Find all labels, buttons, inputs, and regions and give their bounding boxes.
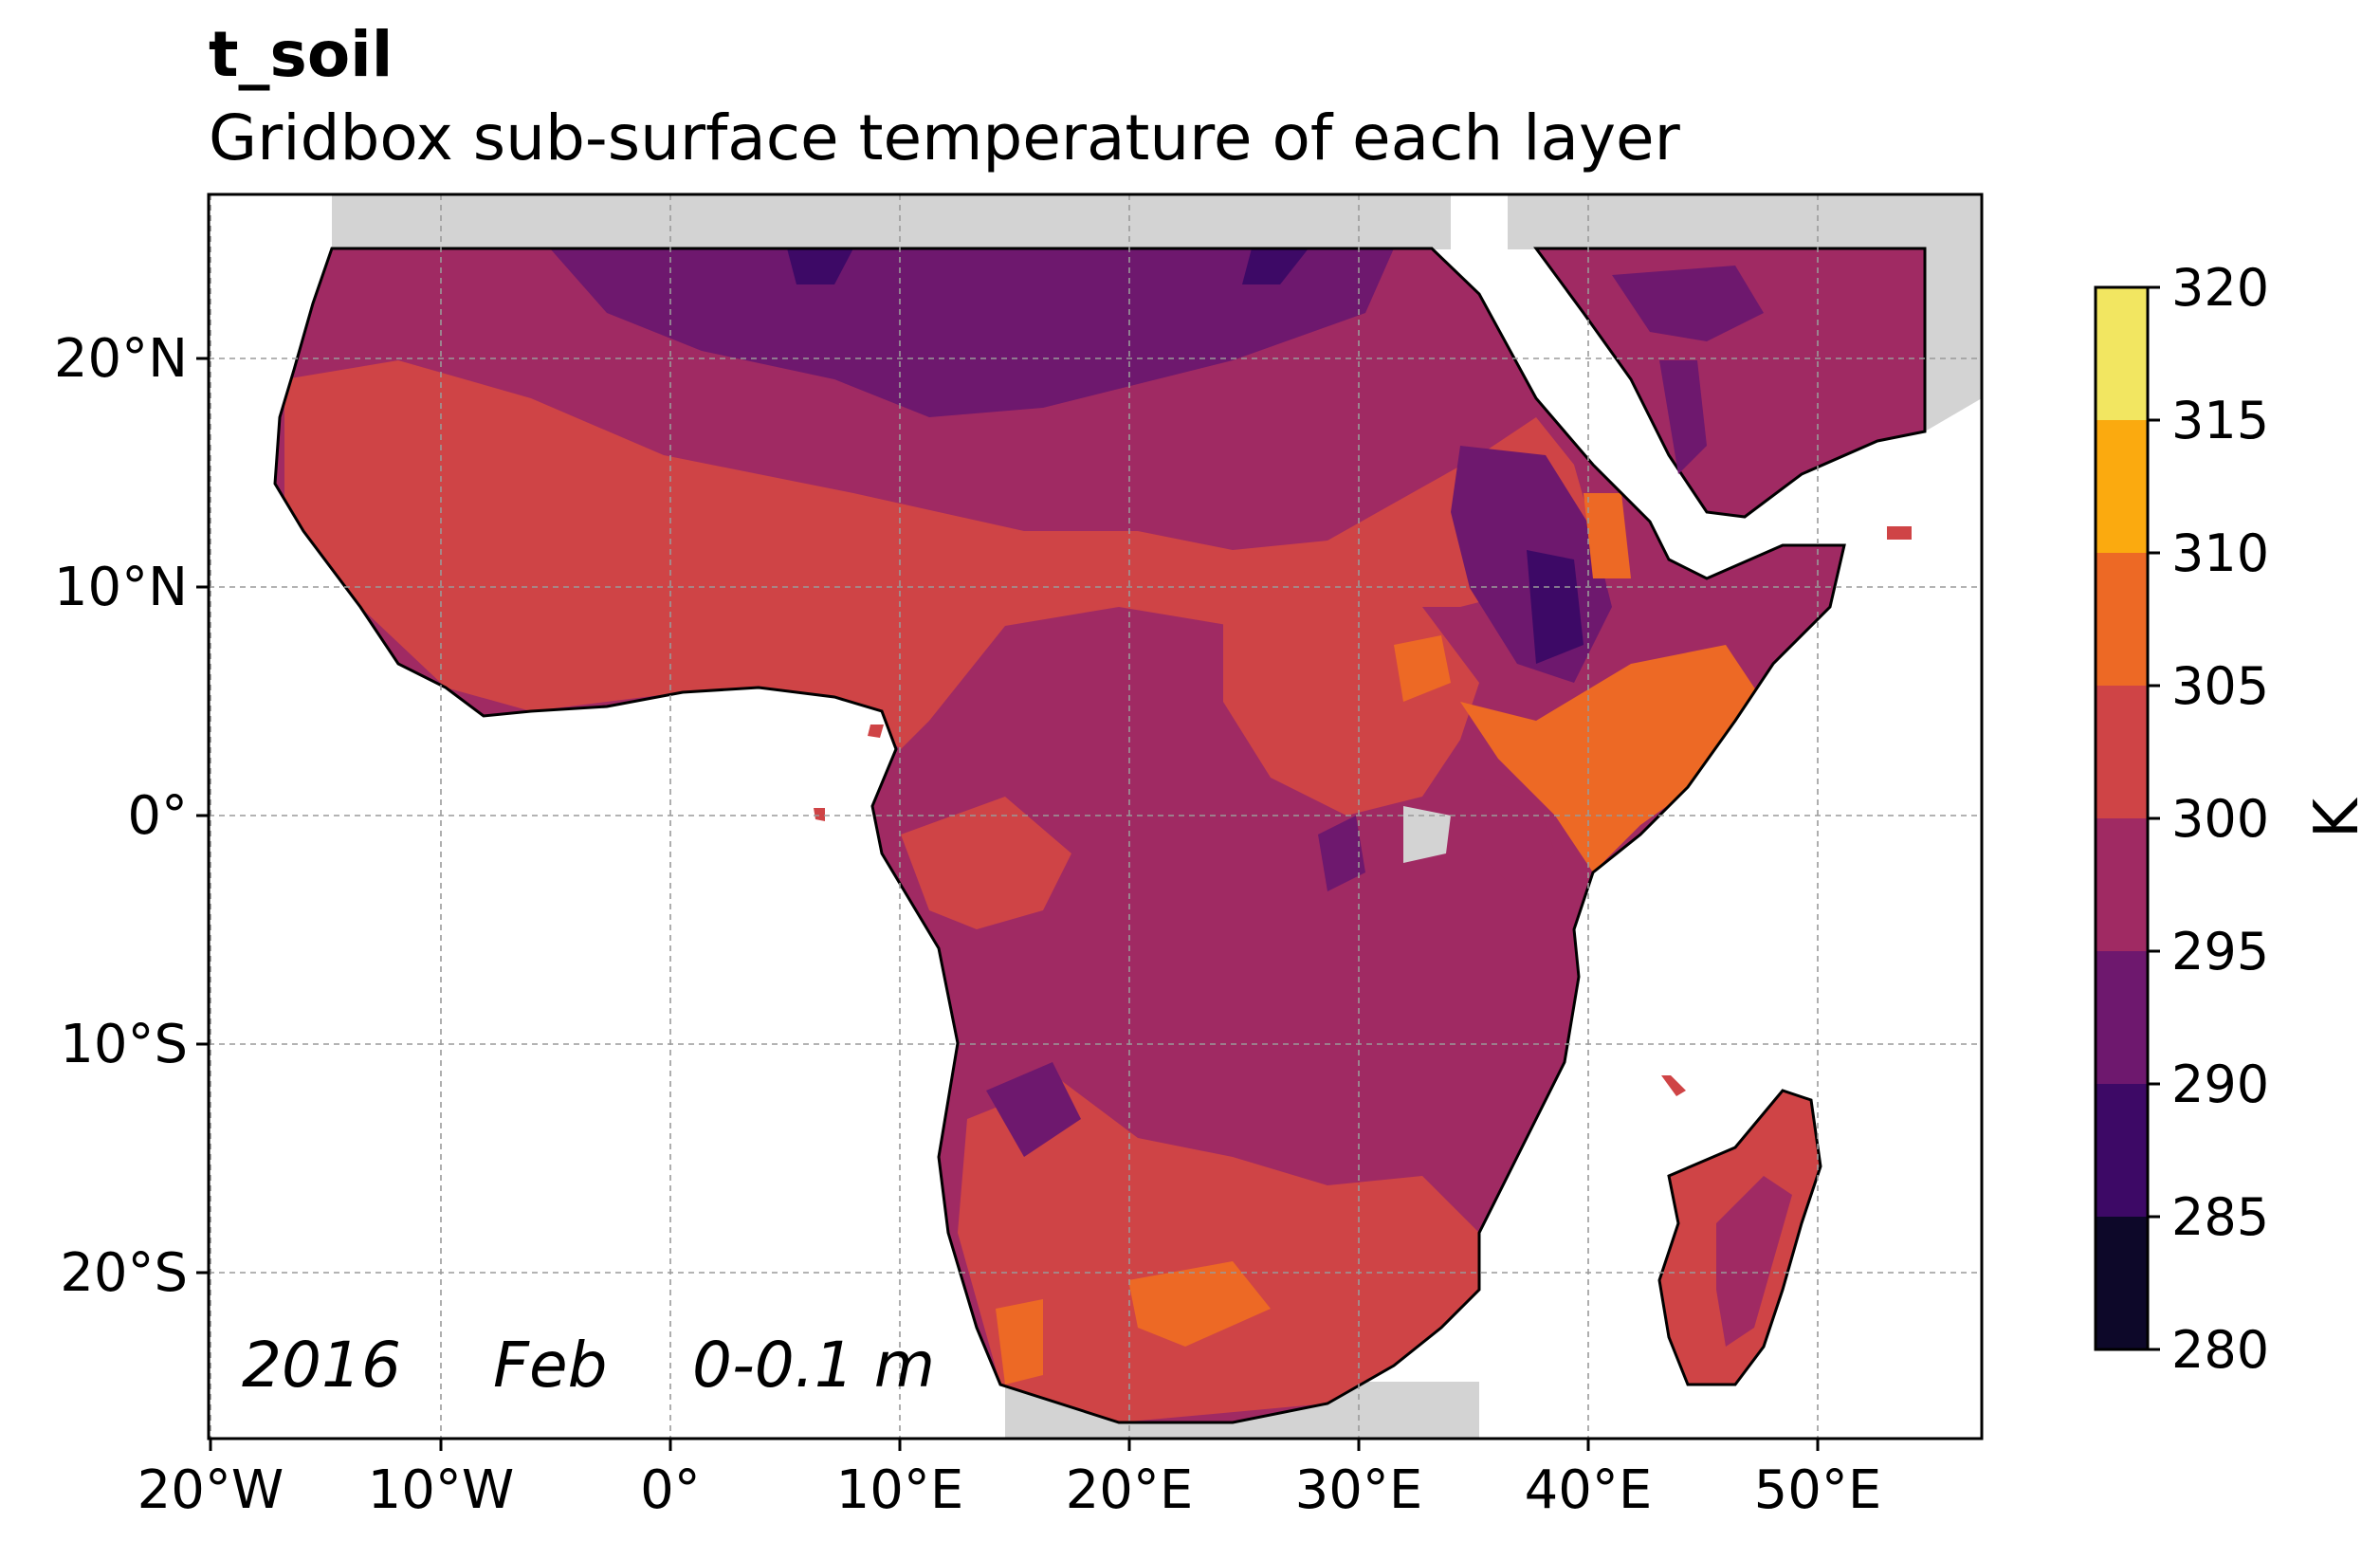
colorbar-level-310-315 [2096, 420, 2148, 553]
colorbar-ticks [2148, 285, 2160, 1351]
lon-label-50e: 50°E [1754, 1459, 1882, 1521]
colorbar-level-315-320 [2096, 287, 2148, 420]
sao-tome-island [814, 808, 825, 821]
map-title: t_soil [209, 18, 394, 91]
horn-hot-zone [1460, 645, 1764, 872]
southern-warm-zone [958, 1081, 1479, 1422]
bioko-island [868, 725, 884, 738]
angola-cool-spot [986, 1062, 1081, 1157]
colorbar-tick-labels: 320 315 310 305 300 295 290 285 280 [2171, 258, 2269, 1380]
sahara-cold-spot [787, 248, 853, 284]
colorbar-tick-300: 300 [2171, 789, 2269, 849]
lat-label-0: 0° [127, 785, 188, 847]
map-subtitle: Gridbox sub-surface temperature of each … [209, 101, 1680, 174]
arabia-cool-zone-2 [1659, 360, 1707, 474]
danakil-hot-zone [1584, 493, 1631, 578]
kalahari-hot-zone [1128, 1261, 1271, 1347]
arabia-land [1533, 247, 1927, 519]
lat-label-20n: 20°N [54, 328, 188, 390]
socotra-island [1887, 526, 1912, 540]
annotation-month: Feb [493, 1329, 607, 1402]
colorbar-level-290-295 [2096, 951, 2148, 1084]
central-warm-zone [1223, 569, 1479, 816]
sudan-hot-spot [1394, 635, 1451, 702]
colorbar-level-305-310 [2096, 553, 2148, 686]
colorbar-level-280-285 [2096, 1217, 2148, 1349]
lon-label-40e: 40°E [1525, 1459, 1653, 1521]
colorbar-level-285-290 [2096, 1084, 2148, 1217]
colorbar-tick-310: 310 [2171, 523, 2269, 583]
lon-label-20w: 20°W [137, 1459, 284, 1521]
arabia-cool-zone [1612, 266, 1764, 341]
rift-cool-spot [1318, 816, 1365, 891]
colorbar-tick-285: 285 [2171, 1187, 2269, 1247]
comoros-island [1661, 1075, 1686, 1096]
lat-label-20s: 20°S [60, 1242, 188, 1304]
madagascar-interior [1716, 1176, 1792, 1347]
colorbar-tick-280: 280 [2171, 1320, 2269, 1380]
lat-label-10s: 10°S [60, 1014, 188, 1075]
lon-label-20e: 20°E [1066, 1459, 1194, 1521]
lon-label-0: 0° [640, 1459, 701, 1521]
congo-warm-zone [901, 797, 1071, 929]
colorbar-tick-305: 305 [2171, 656, 2269, 716]
east-africa-highland [1479, 778, 1555, 891]
colorbar-level-300-305 [2096, 686, 2148, 818]
colorbar: 320 315 310 305 300 295 290 285 280 K [2094, 258, 2372, 1380]
missing-data-east [1925, 248, 1982, 431]
missing-data-arabia [1508, 194, 1982, 249]
graticule [209, 194, 1982, 1439]
colorbar-tick-320: 320 [2171, 258, 2269, 318]
lat-label-10n: 10°N [54, 557, 188, 618]
sahara-cool-zone [550, 248, 1394, 417]
latitude-labels: 20°N 10°N 0° 10°S 20°S [54, 328, 188, 1304]
ethiopia-cold-spot [1527, 550, 1584, 664]
colorbar-level-295-300 [2096, 818, 2148, 951]
colorbar-unit-label: K [2302, 797, 2372, 838]
temperature-contours [284, 248, 1764, 1422]
colorbar-tick-315: 315 [2171, 391, 2269, 450]
lake-victoria [1403, 806, 1451, 863]
longitude-labels: 20°W 10°W 0° 10°E 20°E 30°E 40°E 50°E [137, 1459, 1882, 1521]
missing-data-north [332, 194, 1451, 249]
colorbar-tick-290: 290 [2171, 1055, 2269, 1114]
lon-label-10w: 10°W [368, 1459, 515, 1521]
colorbar-tick-295: 295 [2171, 922, 2269, 981]
sahel-warm-belt [284, 360, 1593, 749]
annotation-depth: 0-0.1 m [692, 1329, 935, 1402]
lon-label-10e: 10°E [836, 1459, 964, 1521]
lon-label-30e: 30°E [1295, 1459, 1423, 1521]
namib-hot-zone [996, 1299, 1043, 1385]
africa-coastline [273, 247, 1846, 1424]
sahara-cold-spot-2 [1242, 248, 1309, 284]
date-depth-annotation: 2016 Feb 0-0.1 m [242, 1329, 935, 1402]
annotation-year: 2016 [242, 1329, 401, 1402]
axis-ticks [196, 357, 1820, 1451]
